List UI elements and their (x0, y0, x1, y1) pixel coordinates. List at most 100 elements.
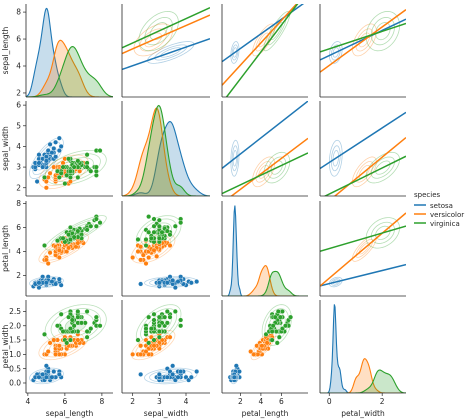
panel-petal_length-vs-sepal_length: 2 4 6 8 petal_length (1, 199, 113, 297)
scatter-point-versicolor (146, 255, 152, 261)
scatter-point-virginica (67, 236, 73, 242)
regression-line-setosa (222, 101, 308, 169)
legend: species setosa versicolor virginica (414, 191, 464, 228)
regression-line-versicolor (333, 137, 406, 196)
legend-label-versicolor: versicolor (430, 211, 464, 219)
kde-contour-setosa (332, 47, 339, 58)
kde-contour-versicolor (355, 161, 374, 183)
panel-petal_width-vs-sepal_width: 2 3 4 sepal_width (121, 300, 210, 418)
scatter-point-setosa (49, 150, 55, 156)
scatter-point-virginica (71, 234, 77, 240)
kde-fill-versicolor (26, 40, 113, 97)
scatter-point-setosa (138, 371, 144, 377)
scatter-point-versicolor (43, 185, 49, 191)
scatter-point-virginica (270, 323, 276, 329)
x-tick-label: 2 (380, 397, 385, 406)
kde-contour-setosa (230, 41, 240, 64)
scatter-point-versicolor (60, 160, 66, 166)
scatter-point-virginica (288, 314, 294, 320)
scatter-point-setosa (43, 280, 49, 286)
kde-contour-setosa (231, 145, 239, 172)
scatter-point-virginica (75, 308, 81, 314)
scatter-point-versicolor (56, 343, 62, 349)
scatter-point-virginica (148, 235, 154, 241)
scatter-point-virginica (135, 236, 141, 242)
panel-sepal_width-vs-petal_length (221, 101, 308, 197)
scatter-point-versicolor (45, 349, 51, 355)
scatter-point-setosa (43, 363, 49, 369)
scatter-point-virginica (75, 174, 81, 180)
kde-line-setosa (320, 304, 406, 393)
scatter-point-virginica (88, 223, 94, 229)
regression-line-setosa (320, 111, 406, 170)
y-tick-label: 0.5 (9, 364, 21, 373)
panel-sepal_length-vs-petal_length (221, 4, 308, 98)
scatter-point-versicolor (167, 242, 173, 248)
panel-sepal_length-vs-sepal_width (121, 4, 210, 98)
kde-contour-virginica (270, 22, 283, 41)
scatter-point-virginica (275, 308, 281, 314)
scatter-point-versicolor (138, 351, 144, 357)
scatter-point-virginica (88, 168, 94, 174)
regression-line-virginica (320, 225, 406, 253)
regression-line-virginica (225, 4, 299, 97)
y-tick-label: 8 (16, 199, 21, 208)
kde-line-versicolor (222, 264, 308, 296)
kde-line-virginica (26, 46, 113, 97)
kde-contour-setosa (29, 367, 64, 385)
x-axis-label-petal_length: petal_length (242, 409, 289, 418)
scatter-point-setosa (194, 369, 200, 375)
kde-contour-setosa (154, 44, 188, 61)
scatter-point-virginica (60, 328, 66, 334)
y-tick-label: 3 (16, 163, 21, 172)
scatter-point-virginica (97, 148, 103, 154)
scatter-point-setosa (156, 280, 162, 286)
scatter-point-virginica (69, 317, 75, 323)
scatter-point-versicolor (47, 340, 53, 346)
kde-contour-versicolor (358, 242, 370, 255)
regression-line-virginica (323, 155, 406, 196)
kde-contour-setosa (328, 41, 343, 64)
scatter-point-virginica (42, 331, 48, 337)
kde-contour-versicolor (351, 234, 377, 262)
scatter-point-virginica (274, 340, 280, 346)
scatter-point-virginica (93, 164, 99, 170)
scatter-point-setosa (43, 374, 49, 380)
scatter-point-virginica (159, 229, 165, 235)
kde-line-versicolor (122, 107, 210, 196)
scatter-point-versicolor (151, 247, 157, 253)
scatter-point-setosa (175, 374, 181, 380)
scatter-point-versicolor (135, 249, 141, 255)
kde-fill-setosa (26, 8, 113, 97)
scatter-point-virginica (93, 168, 99, 174)
y-tick-label: 2 (16, 271, 21, 280)
kde-contour-virginica (50, 308, 101, 342)
scatter-point-setosa (49, 279, 55, 285)
kde-contour-virginica (370, 221, 395, 244)
x-axis-label-sepal_width: sepal_width (144, 409, 189, 418)
kde-line-setosa (122, 121, 210, 196)
scatter-point-setosa (47, 141, 53, 147)
kde-line-virginica (222, 270, 308, 296)
x-axis-label-sepal_length: sepal_length (46, 409, 94, 418)
kde-contour-versicolor (133, 23, 173, 57)
scatter-point-virginica (58, 311, 64, 317)
scatter-point-virginica (146, 214, 152, 220)
scatter-point-virginica (84, 308, 90, 314)
scatter-point-virginica (279, 326, 285, 332)
kde-contour-setosa (160, 47, 182, 58)
kde-contour-versicolor (255, 161, 272, 183)
x-axis-label-petal_width: petal_width (341, 409, 385, 418)
y-tick-label: 4 (16, 247, 21, 256)
scatter-point-virginica (66, 156, 72, 162)
scatter-point-virginica (148, 326, 154, 332)
x-tick-label: 4 (25, 397, 30, 406)
scatter-point-setosa (236, 369, 242, 375)
scatter-point-virginica (156, 334, 162, 340)
kde-line-virginica (320, 369, 406, 393)
regression-line-virginica (222, 152, 308, 195)
scatter-point-virginica (146, 340, 152, 346)
scatter-point-setosa (34, 179, 40, 185)
scatter-point-virginica (60, 235, 66, 241)
kde-line-setosa (222, 205, 308, 296)
